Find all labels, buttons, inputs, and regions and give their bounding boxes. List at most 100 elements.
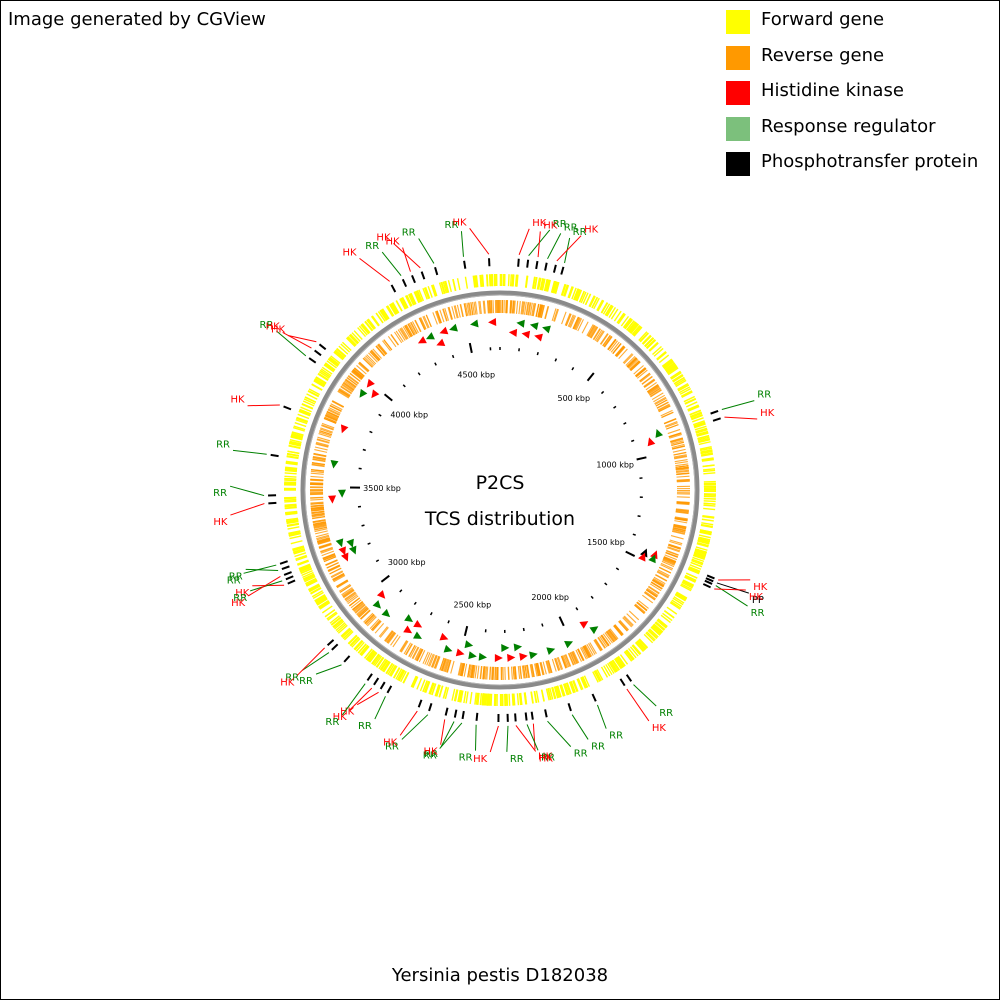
reverse-gene-mark [593, 328, 602, 341]
forward-gene-mark [457, 689, 461, 702]
forward-gene-mark [556, 685, 561, 698]
forward-gene-mark [551, 687, 556, 700]
reverse-gene-mark [419, 317, 426, 330]
tick-label: 4000 kbp [390, 411, 428, 420]
forward-gene-mark [565, 682, 571, 695]
forward-gene-mark [616, 312, 625, 324]
forward-gene-mark [547, 688, 552, 701]
reverse-gene-mark [651, 581, 663, 590]
forward-gene-mark [684, 576, 696, 583]
forward-gene-mark [566, 682, 572, 695]
reverse-gene-mark [384, 630, 394, 642]
reverse-gene-mark [491, 666, 494, 680]
tcs-marker-rr [404, 614, 414, 622]
forward-gene-mark [291, 432, 304, 438]
forward-gene-mark [648, 628, 659, 638]
reverse-gene-mark [446, 659, 452, 673]
forward-gene-mark [334, 349, 346, 359]
reverse-gene-mark [418, 317, 426, 331]
reverse-gene-mark [327, 409, 340, 416]
reverse-gene-mark [674, 516, 688, 520]
tcs-marker-rr [478, 652, 487, 661]
forward-gene-mark [609, 661, 618, 673]
reverse-gene-mark [574, 317, 582, 330]
forward-gene-mark [458, 690, 463, 703]
reverse-gene-mark [358, 362, 369, 373]
forward-gene-mark [431, 683, 437, 696]
tick-label: 3500 kbp [363, 484, 401, 493]
forward-gene-mark [368, 651, 377, 663]
reverse-gene-mark [626, 357, 637, 367]
forward-gene-mark [378, 658, 387, 670]
backbone-ring [300, 290, 700, 690]
forward-gene-mark [284, 475, 297, 478]
forward-gene-mark [693, 420, 705, 426]
reverse-gene-mark [315, 441, 329, 447]
reverse-gene-mark [442, 308, 448, 322]
reverse-gene-mark [674, 455, 688, 460]
reverse-gene-mark [539, 662, 544, 676]
minor-tick [378, 413, 382, 417]
forward-gene-mark [700, 524, 713, 529]
minor-tick [571, 366, 575, 371]
forward-gene-mark [286, 453, 299, 457]
forward-gene-mark [519, 692, 523, 705]
reverse-gene-mark [657, 570, 670, 578]
forward-gene-mark [317, 373, 329, 381]
reverse-gene-mark [644, 379, 656, 389]
tcs-outer-tick [544, 262, 548, 271]
reverse-gene-mark [311, 510, 325, 514]
reverse-gene-mark [347, 595, 359, 605]
tcs-outer-tick [475, 712, 479, 721]
reverse-gene-mark [646, 384, 659, 393]
leader-line [547, 233, 562, 260]
reverse-gene-mark [320, 427, 333, 433]
forward-gene-mark [536, 277, 541, 290]
forward-gene-mark [699, 446, 712, 450]
reverse-gene-mark [374, 623, 385, 634]
forward-gene-mark [298, 563, 311, 570]
forward-gene-mark [290, 436, 303, 441]
reverse-gene-mark [554, 658, 560, 671]
forward-gene-mark [572, 680, 578, 693]
forward-gene-mark [388, 664, 397, 676]
reverse-gene-mark [673, 523, 687, 528]
reverse-gene-mark [432, 312, 438, 325]
forward-gene-mark [684, 398, 697, 405]
reverse-gene-mark [375, 345, 385, 357]
reverse-gene-mark [435, 310, 442, 324]
tcs-outer-tick [318, 343, 327, 351]
reverse-gene-mark [675, 466, 689, 470]
forward-gene-mark [555, 686, 560, 698]
reverse-gene-mark [324, 416, 337, 423]
reverse-gene-mark [614, 624, 624, 635]
forward-gene-mark [386, 305, 395, 317]
reverse-gene-mark [444, 308, 450, 321]
reverse-gene-mark [312, 458, 326, 463]
tcs-label-hk: HK [424, 747, 439, 758]
forward-gene-mark [702, 464, 715, 468]
reverse-gene-mark [662, 558, 676, 565]
reverse-gene-mark [326, 561, 339, 569]
reverse-gene-mark [360, 610, 371, 620]
forward-gene-mark [614, 657, 623, 669]
reverse-gene-mark [610, 341, 620, 353]
reverse-gene-mark [354, 603, 366, 614]
reverse-gene-mark [488, 300, 491, 314]
forward-gene-mark [703, 502, 716, 505]
reverse-gene-mark [422, 651, 429, 664]
forward-gene-mark [693, 421, 706, 427]
tcs-label-hk: HK [453, 217, 468, 228]
reverse-gene-mark [464, 303, 469, 317]
forward-gene-mark [354, 640, 364, 651]
tcs-marker-hk [436, 338, 446, 346]
forward-gene-mark [424, 681, 431, 694]
forward-gene-mark [702, 468, 716, 471]
reverse-gene-mark [630, 361, 641, 371]
reverse-gene-mark [606, 630, 616, 642]
forward-gene-mark [674, 378, 686, 386]
tcs-outer-tick [285, 575, 294, 581]
forward-gene-mark [674, 593, 686, 602]
reverse-gene-mark [336, 580, 349, 588]
tcs-marker-rr [468, 651, 477, 660]
